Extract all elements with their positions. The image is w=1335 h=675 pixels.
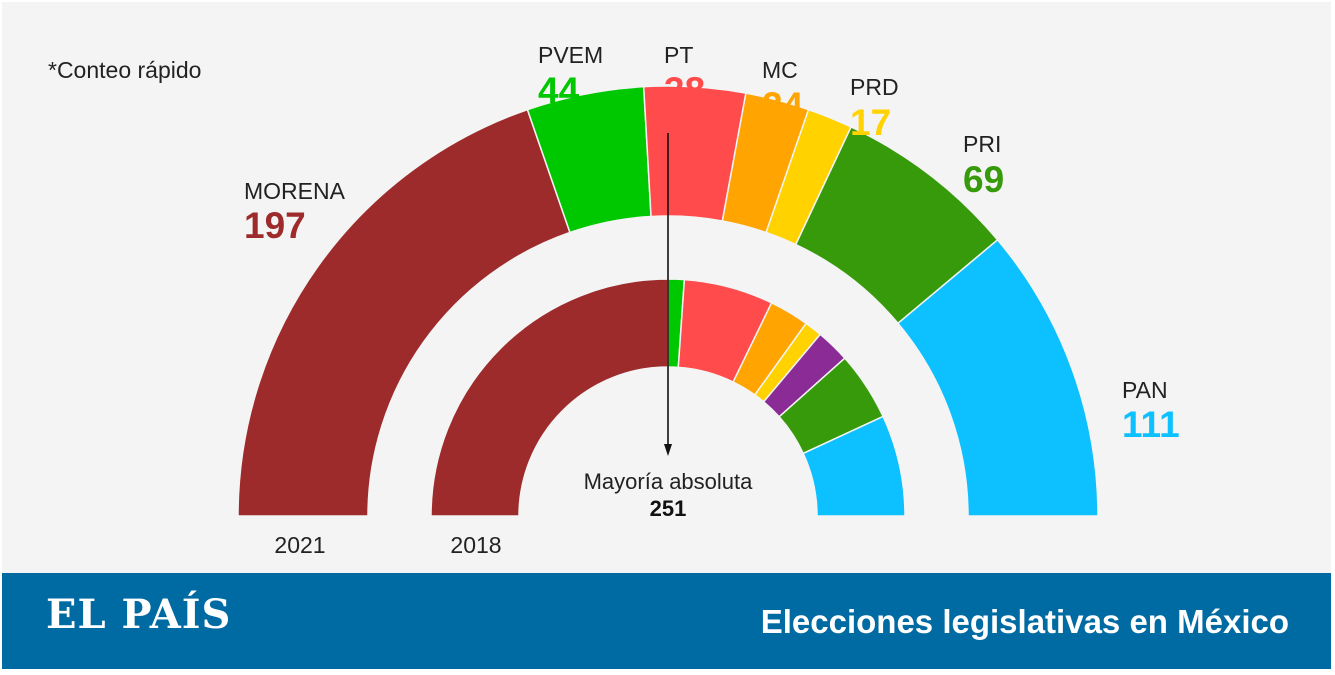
party-name-pri: PRI bbox=[963, 131, 1001, 157]
party-seats-pt: 38 bbox=[664, 70, 705, 111]
party-seats-mc: 24 bbox=[762, 85, 804, 126]
el-pais-logo: EL PAÍS bbox=[46, 591, 232, 638]
party-name-prd: PRD bbox=[850, 74, 899, 100]
year-label-2018: 2018 bbox=[450, 532, 501, 558]
party-seats-prd: 17 bbox=[850, 102, 891, 143]
party-seats-morena: 197 bbox=[244, 205, 306, 246]
arc-2018-morena bbox=[430, 278, 669, 517]
year-label-2021: 2021 bbox=[274, 532, 325, 558]
party-name-pt: PT bbox=[664, 42, 693, 68]
party-name-morena: MORENA bbox=[244, 178, 346, 204]
majority-label: Mayoría absoluta bbox=[584, 469, 754, 494]
arc-2021-morena bbox=[237, 108, 571, 517]
arc-2021-pan bbox=[896, 238, 1099, 517]
party-name-pan: PAN bbox=[1122, 377, 1168, 403]
footer-bar bbox=[2, 573, 1331, 669]
majority-arrow-icon bbox=[664, 444, 672, 456]
majority-value: 251 bbox=[650, 496, 687, 521]
arc-2018-pan bbox=[802, 415, 906, 517]
footer-title: Elecciones legislativas en México bbox=[760, 603, 1289, 640]
party-seats-pvem: 44 bbox=[538, 70, 580, 111]
party-name-pvem: PVEM bbox=[538, 42, 603, 68]
party-name-mc: MC bbox=[762, 57, 798, 83]
quick-count-note: *Conteo rápido bbox=[48, 57, 202, 83]
party-seats-pan: 111 bbox=[1122, 404, 1180, 445]
party-seats-pri: 69 bbox=[963, 159, 1004, 200]
